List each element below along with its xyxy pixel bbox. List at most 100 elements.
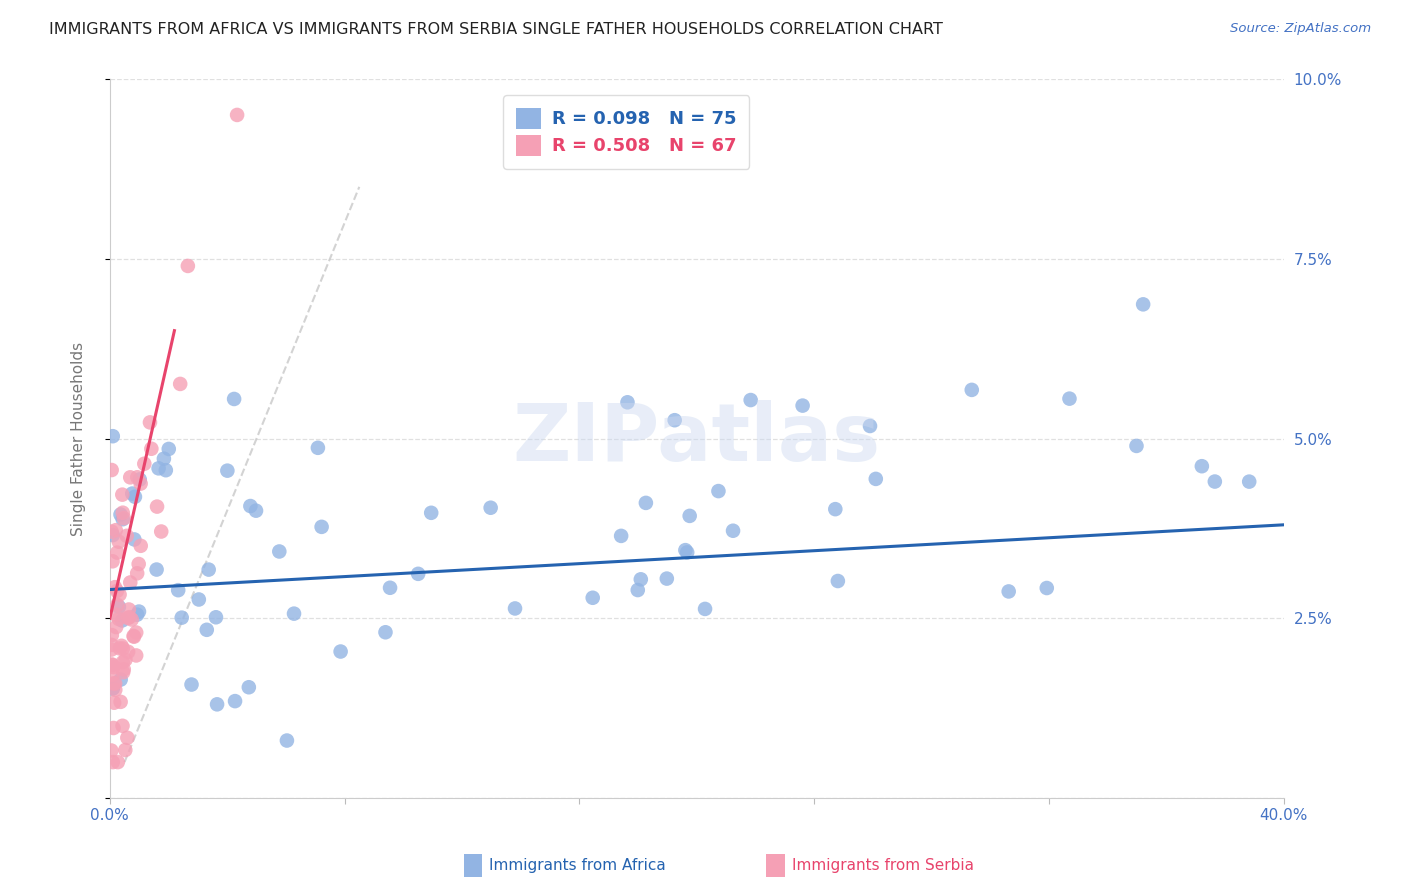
Point	[117, 645, 139, 659]
Point	[610, 529, 633, 543]
Point	[128, 557, 150, 571]
Point	[177, 259, 200, 273]
Point	[114, 653, 136, 667]
Point	[110, 673, 132, 687]
Point	[634, 496, 657, 510]
Point	[740, 392, 762, 407]
Point	[112, 662, 135, 676]
Point	[153, 451, 176, 466]
Point	[115, 529, 138, 543]
Point	[197, 563, 219, 577]
Point	[655, 572, 678, 586]
Point	[1204, 475, 1226, 489]
Point	[105, 583, 128, 598]
Point	[707, 484, 730, 499]
Point	[865, 472, 887, 486]
Point	[120, 575, 142, 590]
Point	[112, 511, 135, 525]
Point	[148, 461, 170, 475]
Point	[100, 638, 122, 652]
Point	[100, 463, 122, 477]
Point	[101, 755, 124, 769]
Point	[105, 620, 128, 634]
Point	[139, 416, 162, 430]
Point	[169, 376, 191, 391]
Point	[187, 592, 209, 607]
Point	[170, 610, 193, 624]
Text: Immigrants from Africa: Immigrants from Africa	[489, 858, 666, 872]
Point	[111, 614, 134, 628]
Point	[155, 463, 177, 477]
Point	[110, 639, 132, 653]
Point	[582, 591, 605, 605]
Point	[104, 607, 127, 622]
Point	[124, 533, 146, 547]
Point	[101, 554, 124, 568]
Point	[111, 488, 134, 502]
Point	[111, 512, 134, 526]
Point	[146, 500, 169, 514]
Point	[111, 641, 134, 656]
Point	[105, 598, 128, 612]
Text: Immigrants from Serbia: Immigrants from Serbia	[792, 858, 973, 872]
Point	[100, 642, 122, 657]
Point	[245, 504, 267, 518]
Point	[960, 383, 983, 397]
Point	[679, 508, 702, 523]
Point	[676, 545, 699, 559]
Point	[127, 566, 149, 581]
Point	[117, 731, 139, 745]
Point	[124, 490, 146, 504]
Point	[110, 508, 132, 522]
Point	[157, 442, 180, 456]
Point	[824, 502, 846, 516]
Point	[122, 630, 145, 644]
Point	[180, 677, 202, 691]
Point	[104, 682, 127, 697]
Point	[103, 676, 125, 690]
Point	[108, 534, 131, 549]
Point	[792, 399, 814, 413]
Point	[103, 660, 125, 674]
Text: Source: ZipAtlas.com: Source: ZipAtlas.com	[1230, 22, 1371, 36]
Point	[673, 543, 696, 558]
Point	[101, 681, 124, 696]
Point	[664, 413, 686, 427]
Point	[1191, 459, 1213, 474]
Point	[145, 563, 167, 577]
Point	[630, 572, 652, 586]
Point	[205, 610, 228, 624]
Point	[104, 580, 127, 594]
Point	[110, 695, 132, 709]
Point	[125, 625, 148, 640]
Point	[1237, 475, 1260, 489]
Point	[108, 588, 131, 602]
Point	[125, 607, 148, 622]
Point	[205, 698, 228, 712]
Point	[118, 602, 141, 616]
Point	[479, 500, 502, 515]
Point	[108, 641, 131, 656]
Point	[104, 676, 127, 690]
Point	[105, 546, 128, 560]
Point	[141, 442, 163, 456]
Point	[121, 613, 143, 627]
Point	[111, 655, 134, 669]
Point	[107, 755, 129, 769]
Point	[122, 629, 145, 643]
Point	[112, 665, 135, 680]
Point	[616, 395, 638, 409]
Point	[129, 476, 152, 491]
Point	[311, 520, 333, 534]
Point	[239, 499, 262, 513]
Point	[224, 694, 246, 708]
Point	[134, 457, 156, 471]
Point	[128, 473, 150, 487]
Point	[1125, 439, 1147, 453]
Point	[127, 470, 149, 484]
Point	[107, 612, 129, 626]
Point	[406, 566, 429, 581]
Point	[269, 544, 291, 558]
Point	[120, 470, 142, 484]
Point	[101, 657, 124, 672]
